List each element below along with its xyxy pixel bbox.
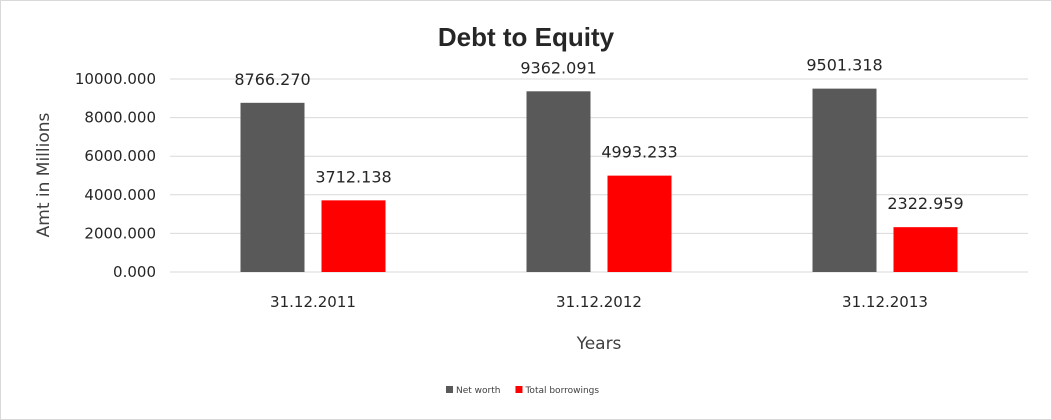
data-label: 8766.270: [234, 70, 310, 89]
y-axis-title: Amt in Millions: [34, 112, 54, 237]
bar: [321, 200, 386, 272]
bar: [812, 88, 877, 272]
bar: [893, 227, 958, 272]
legend-swatch: [446, 386, 453, 393]
x-tick-label: 31.12.2011: [270, 293, 356, 311]
legend-swatch: [515, 386, 523, 393]
chart-title: Debt to Equity: [438, 22, 615, 52]
x-tick-label: 31.12.2013: [842, 293, 928, 311]
bar: [526, 91, 591, 272]
y-tick-labels: 0.000 2000.000 4000.000 6000.000 8000.000 100…: [75, 70, 156, 281]
y-tick-label: 2000.000: [84, 224, 156, 242]
x-tick-labels: 31.12.2011 31.12.2012 31.12.2013: [270, 293, 928, 311]
legend: Net worth Total borrowings: [446, 386, 599, 396]
gridlines: [170, 78, 1028, 273]
bar: [240, 102, 305, 272]
data-label: 3712.138: [315, 167, 391, 186]
data-label: 2322.959: [887, 194, 963, 213]
legend-label: Net worth: [456, 386, 500, 396]
data-label: 4993.233: [601, 143, 677, 162]
y-tick-label: 0.000: [113, 263, 156, 281]
data-label: 9362.091: [520, 58, 596, 77]
y-tick-label: 10000.000: [75, 70, 156, 88]
x-axis-title: Years: [576, 334, 622, 354]
legend-label: Total borrowings: [524, 386, 599, 396]
bars: [240, 88, 958, 272]
y-tick-label: 4000.000: [84, 186, 156, 204]
data-labels: 8766.270 3712.138 9362.091 4993.233 9501.318…: [234, 56, 963, 214]
y-tick-label: 6000.000: [84, 147, 156, 165]
y-tick-label: 8000.000: [84, 109, 156, 127]
x-tick-label: 31.12.2012: [556, 293, 642, 311]
bar: [607, 175, 672, 272]
data-label: 9501.318: [806, 56, 882, 75]
